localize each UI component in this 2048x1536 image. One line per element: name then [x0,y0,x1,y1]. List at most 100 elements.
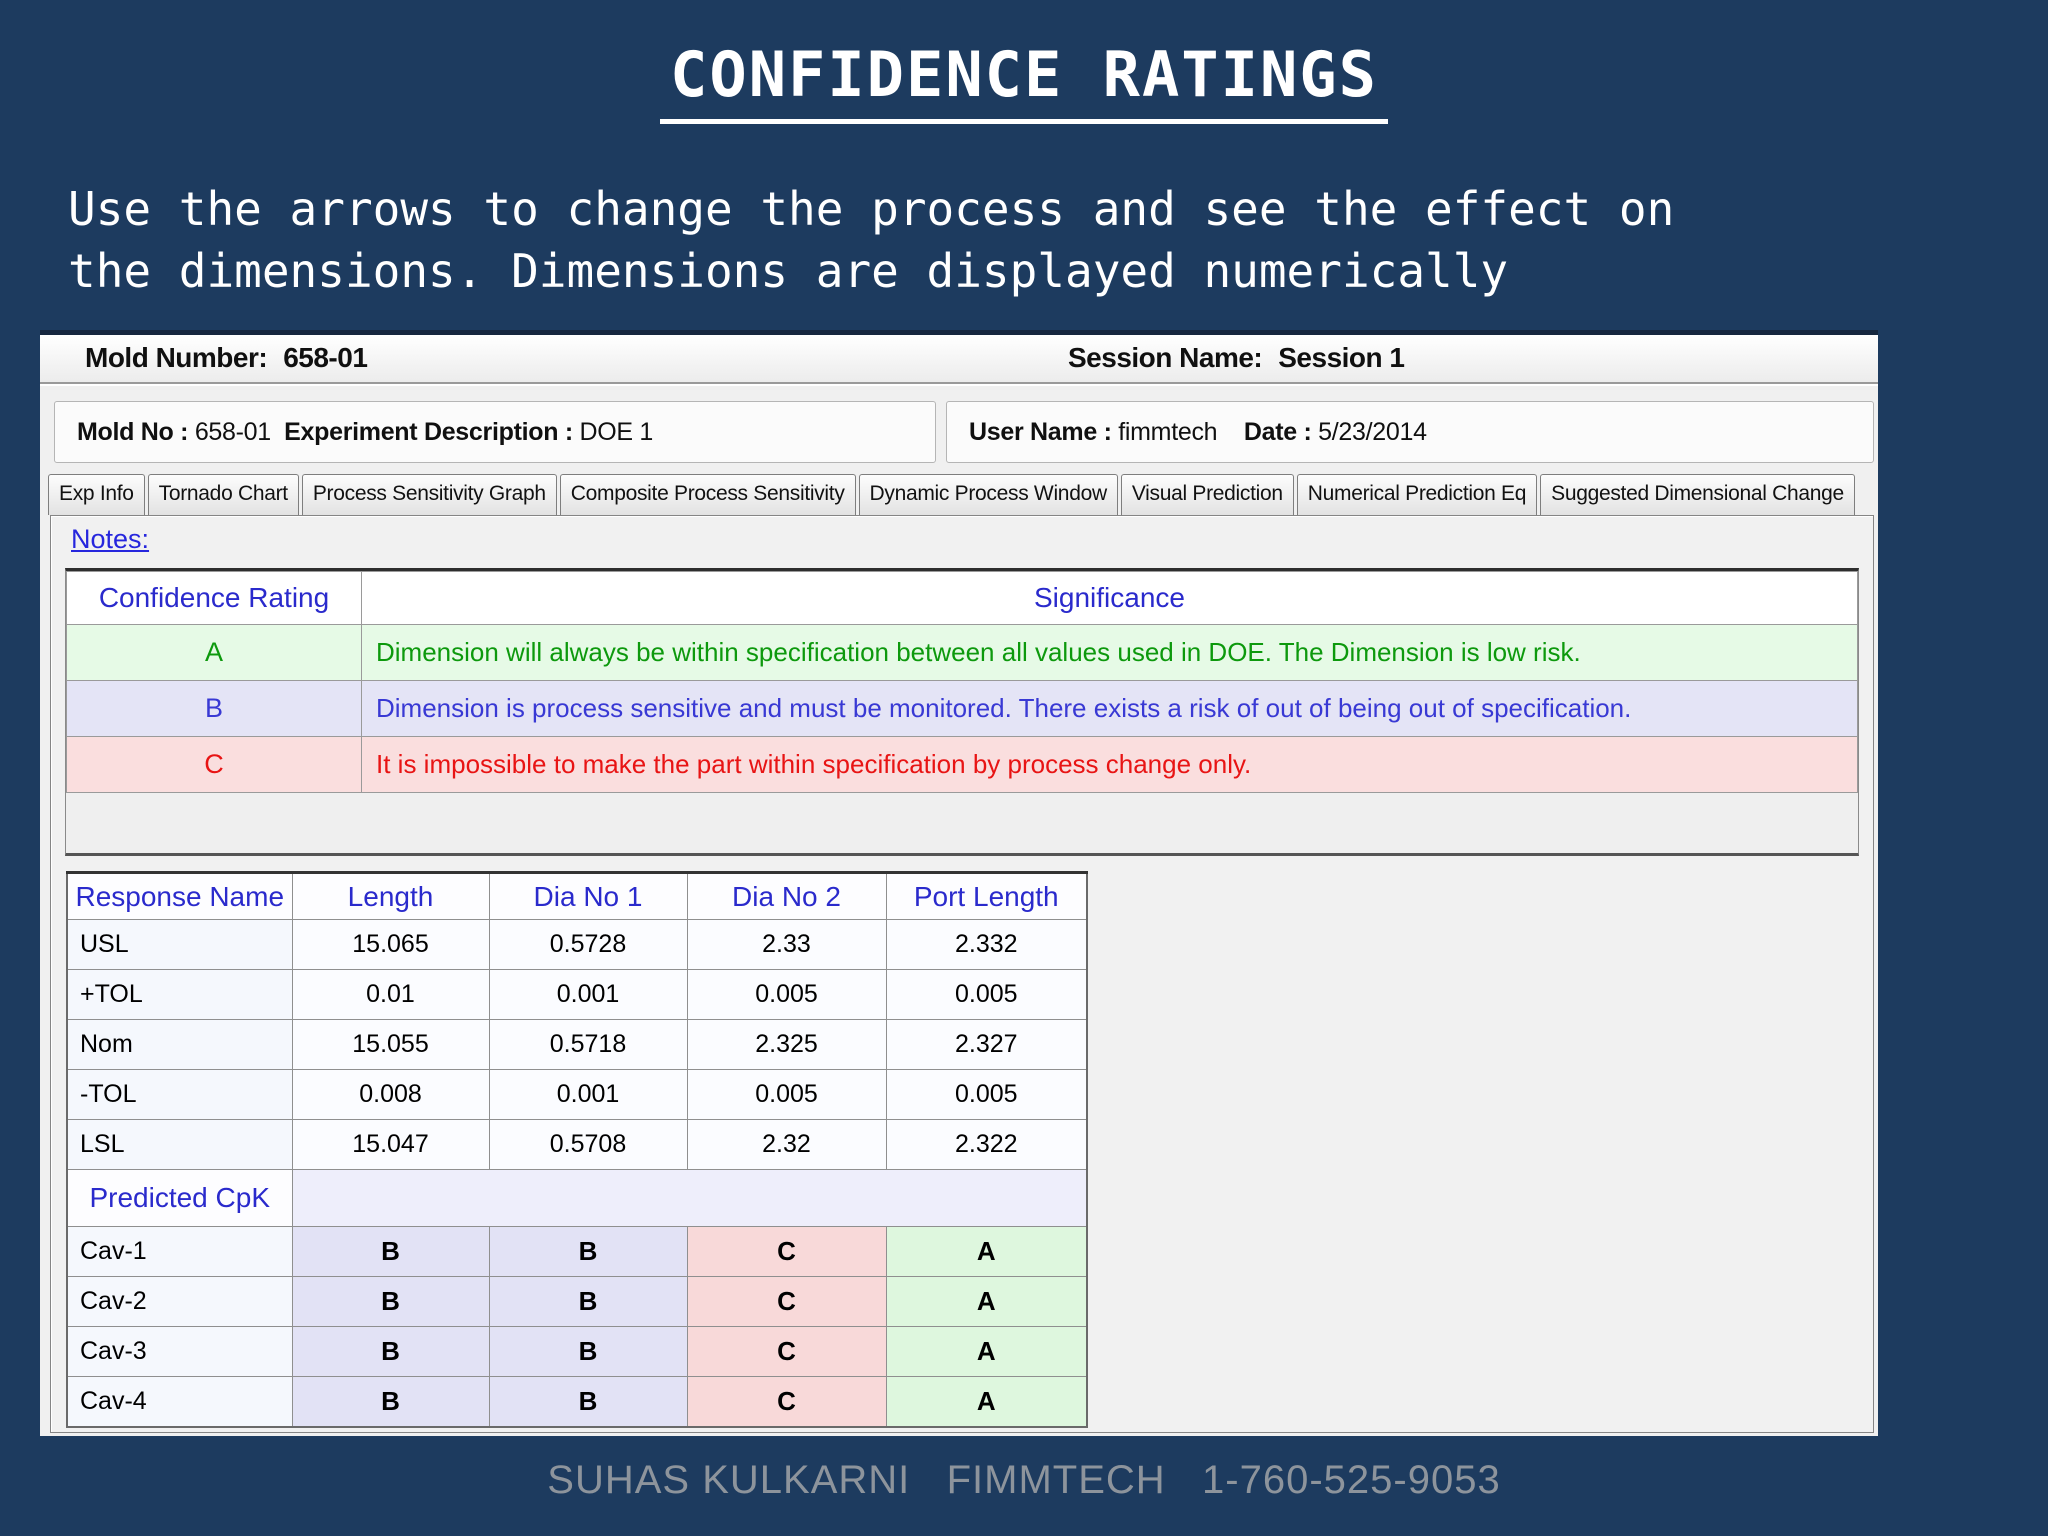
significance-header: Significance [361,571,1858,625]
tab-content-panel: Notes: Confidence Rating Significance A … [50,515,1874,1433]
rating-cell: B [291,1326,490,1377]
cell-value: 15.055 [291,1019,490,1070]
app-window: Mold Number: 658-01 Session Name: Session … [40,330,1878,1436]
tab-process-sensitivity-graph[interactable]: Process Sensitivity Graph [301,474,557,515]
cell-value: 15.047 [291,1119,490,1170]
significance-b-cell: Dimension is process sensitive and must … [361,680,1858,737]
mold-no-value: 658-01 [194,417,271,446]
cell-value: 2.322 [885,1119,1088,1170]
significance-c-cell: It is impossible to make the part within… [361,736,1858,793]
slide-subtitle: Use the arrows to change the process and… [68,182,1675,298]
rating-cell: B [488,1376,688,1427]
user-name-label: User Name : [969,417,1119,446]
rating-cell: C [686,1376,887,1427]
user-name-value: fimmtech [1118,417,1218,446]
table-row-lsl: LSL 15.047 0.5708 2.32 2.322 [66,1119,1088,1170]
response-table: Response Name Length Dia No 1 Dia No 2 P… [66,871,1088,1428]
cell-value: 2.32 [686,1119,887,1170]
cell-value: 0.5718 [488,1019,688,1070]
rating-cell: B [488,1276,688,1327]
table-row-plus-tol: +TOL 0.01 0.001 0.005 0.005 [66,969,1088,1020]
table-row-cav-2: Cav-2 B B C A [66,1276,1088,1327]
table-row-cav-1: Cav-1 B B C A [66,1226,1088,1277]
cell-value: 0.005 [686,1069,887,1120]
cell-value: 2.325 [686,1019,887,1070]
user-info-box: User Name : fimmtech Date : 5/23/2014 [946,401,1874,463]
row-label: Cav-2 [66,1276,293,1327]
rating-b-cell: B [66,680,362,737]
page-title-text: CONFIDENCE RATINGS [660,38,1388,124]
row-label: Cav-1 [66,1226,293,1277]
mold-no-label: Mold No : [77,417,195,446]
rating-c-cell: C [66,736,362,793]
header-divider [40,382,1878,384]
rating-cell: B [291,1226,490,1277]
row-label: Cav-4 [66,1376,293,1427]
rating-cell: B [291,1376,490,1427]
predicted-cpk-span-cell [291,1169,1088,1227]
response-table-header-row: Response Name Length Dia No 1 Dia No 2 P… [66,872,1088,920]
notes-link[interactable]: Notes: [71,524,150,554]
row-label: USL [66,919,293,970]
dia-no-1-header: Dia No 1 [488,872,688,920]
tab-dynamic-process-window[interactable]: Dynamic Process Window [858,474,1118,515]
tab-exp-info[interactable]: Exp Info [48,474,145,515]
confidence-row-c: C It is impossible to make the part with… [66,736,1858,793]
cell-value: 0.005 [885,969,1088,1020]
confidence-row-b: B Dimension is process sensitive and mus… [66,680,1858,737]
table-row-predicted-cpk: Predicted CpK [66,1169,1088,1227]
table-row-usl: USL 15.065 0.5728 2.33 2.332 [66,919,1088,970]
date-label: Date : [1217,417,1319,446]
table-row-minus-tol: -TOL 0.008 0.001 0.005 0.005 [66,1069,1088,1120]
port-length-header: Port Length [885,872,1088,920]
tab-suggested-dimensional-change[interactable]: Suggested Dimensional Change [1540,474,1855,515]
cell-value: 0.5708 [488,1119,688,1170]
response-name-header: Response Name [66,872,293,920]
tab-composite-process-sensitivity[interactable]: Composite Process Sensitivity [559,474,856,515]
cell-value: 2.332 [885,919,1088,970]
tab-visual-prediction[interactable]: Visual Prediction [1120,474,1294,515]
rating-cell: B [488,1226,688,1277]
table-row-nom: Nom 15.055 0.5718 2.325 2.327 [66,1019,1088,1070]
row-label: Nom [66,1019,293,1070]
cell-value: 0.005 [686,969,887,1020]
rating-cell: B [291,1276,490,1327]
rating-a-cell: A [66,624,362,681]
cell-value: 0.01 [291,969,490,1020]
cell-value: 0.001 [488,969,688,1020]
row-label: +TOL [66,969,293,1020]
rating-cell: B [488,1326,688,1377]
table-row-cav-4: Cav-4 B B C A [66,1376,1088,1427]
experiment-description-label: Experiment Description : [270,417,580,446]
rating-cell: C [686,1326,887,1377]
significance-a-cell: Dimension will always be within specific… [361,624,1858,681]
predicted-cpk-label: Predicted CpK [66,1169,293,1227]
table-row-cav-3: Cav-3 B B C A [66,1326,1088,1377]
cell-value: 2.327 [885,1019,1088,1070]
cell-value: 15.065 [291,919,490,970]
tab-tornado-chart[interactable]: Tornado Chart [147,474,299,515]
session-name-label: Session Name: [1068,342,1263,373]
row-label: LSL [66,1119,293,1170]
confidence-table-frame: Confidence Rating Significance A Dimensi… [65,568,1859,856]
app-header-bar: Mold Number: 658-01 Session Name: Session … [40,335,1878,382]
experiment-description-value: DOE 1 [579,417,654,446]
date-value: 5/23/2014 [1318,417,1427,446]
session-name-header: Session Name: Session 1 [1068,342,1405,374]
dia-no-2-header: Dia No 2 [686,872,887,920]
rating-cell: A [885,1226,1088,1277]
cell-value: 2.33 [686,919,887,970]
page-title: CONFIDENCE RATINGS [0,38,2048,124]
rating-cell: C [686,1276,887,1327]
rating-cell: C [686,1226,887,1277]
tab-numerical-prediction-eq[interactable]: Numerical Prediction Eq [1296,474,1538,515]
cell-value: 0.001 [488,1069,688,1120]
length-header: Length [291,872,490,920]
mold-number-header: Mold Number: 658-01 [85,342,368,374]
session-name-value: Session 1 [1278,342,1405,373]
confidence-table-header-row: Confidence Rating Significance [66,571,1858,625]
rating-cell: A [885,1276,1088,1327]
confidence-row-a: A Dimension will always be within specif… [66,624,1858,681]
cell-value: 0.005 [885,1069,1088,1120]
